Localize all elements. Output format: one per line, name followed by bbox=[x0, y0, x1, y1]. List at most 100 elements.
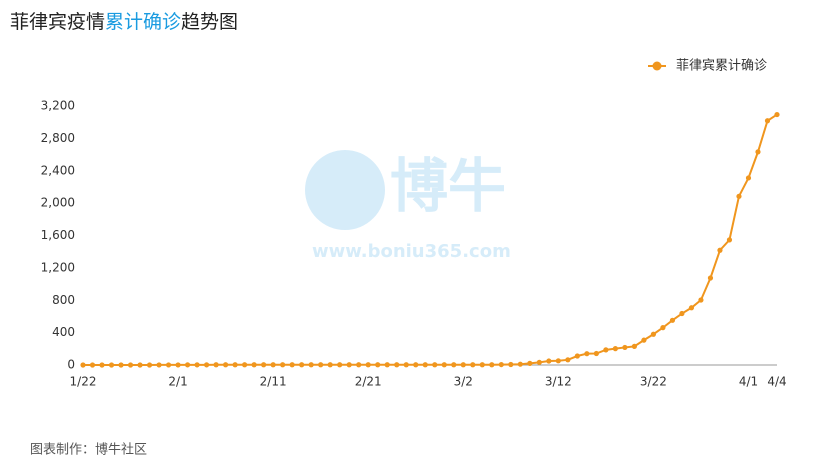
data-point bbox=[375, 362, 381, 368]
data-point bbox=[736, 193, 742, 199]
data-point bbox=[327, 362, 333, 368]
data-point bbox=[688, 305, 695, 311]
data-point bbox=[137, 362, 143, 368]
x-tick-label: 2/1 bbox=[168, 375, 187, 389]
data-point bbox=[156, 362, 162, 368]
data-point bbox=[517, 361, 523, 367]
data-point bbox=[223, 362, 229, 368]
data-point bbox=[555, 358, 561, 364]
data-point bbox=[660, 325, 666, 331]
data-point bbox=[669, 317, 676, 323]
data-point bbox=[346, 362, 352, 368]
data-point bbox=[745, 175, 752, 181]
x-tick-label: 3/2 bbox=[454, 375, 473, 389]
data-point bbox=[299, 362, 305, 368]
data-point bbox=[89, 362, 96, 368]
data-point bbox=[764, 118, 771, 124]
data-point bbox=[413, 362, 419, 368]
data-point bbox=[308, 362, 314, 368]
data-point bbox=[403, 362, 409, 368]
data-point bbox=[280, 362, 286, 368]
x-tick-label: 4/1 bbox=[739, 375, 758, 389]
data-point bbox=[441, 362, 447, 368]
data-point bbox=[318, 362, 324, 368]
legend-marker bbox=[652, 61, 662, 71]
data-point bbox=[146, 362, 153, 368]
x-tick-label: 4/4 bbox=[767, 375, 786, 389]
data-point bbox=[242, 362, 248, 368]
y-tick-label: 800 bbox=[52, 293, 75, 307]
data-point bbox=[527, 360, 533, 366]
data-point bbox=[650, 331, 657, 337]
data-point bbox=[108, 362, 115, 368]
data-point bbox=[337, 362, 343, 368]
data-point bbox=[707, 275, 714, 281]
x-tick-label: 2/11 bbox=[260, 375, 287, 389]
y-tick-label: 2,000 bbox=[41, 196, 75, 210]
title-part: 菲律宾疫情 bbox=[10, 11, 105, 33]
data-point bbox=[118, 362, 124, 368]
data-point bbox=[251, 362, 257, 368]
data-point bbox=[584, 351, 590, 357]
source-note: 图表制作：博牛社区 bbox=[30, 442, 147, 458]
data-point bbox=[498, 361, 504, 368]
data-point bbox=[470, 362, 476, 368]
data-point bbox=[508, 361, 514, 368]
data-point bbox=[175, 362, 181, 368]
watermark-url: www.boniu365.com bbox=[312, 241, 511, 262]
data-point bbox=[536, 359, 542, 365]
data-point bbox=[774, 111, 780, 118]
x-tick-label: 3/12 bbox=[545, 375, 572, 389]
x-tick-label: 3/22 bbox=[640, 375, 667, 389]
data-point bbox=[546, 358, 552, 364]
data-point bbox=[184, 362, 191, 368]
data-point bbox=[755, 149, 761, 155]
data-point bbox=[365, 362, 371, 368]
data-point bbox=[603, 347, 609, 353]
x-tick-label: 2/21 bbox=[355, 375, 382, 389]
data-point bbox=[422, 362, 428, 368]
data-point bbox=[270, 362, 276, 368]
data-point bbox=[80, 362, 86, 368]
watermark: 博牛 bbox=[390, 152, 506, 220]
y-tick-label: 2,800 bbox=[41, 131, 75, 145]
data-point bbox=[631, 343, 637, 349]
data-point bbox=[622, 344, 628, 351]
data-point bbox=[384, 362, 390, 368]
data-point bbox=[203, 362, 210, 368]
data-point bbox=[479, 362, 485, 368]
title-part: 累计确诊 bbox=[105, 11, 181, 33]
data-point bbox=[99, 362, 105, 368]
data-point bbox=[356, 362, 362, 368]
data-point bbox=[165, 362, 172, 368]
y-tick-label: 2,400 bbox=[41, 163, 75, 177]
data-point bbox=[574, 353, 580, 359]
data-point bbox=[460, 362, 466, 368]
data-point bbox=[194, 362, 200, 368]
data-point bbox=[451, 362, 457, 368]
data-point bbox=[698, 297, 704, 303]
data-point bbox=[717, 247, 723, 253]
data-point bbox=[127, 362, 134, 368]
y-tick-label: 0 bbox=[67, 358, 75, 372]
data-point bbox=[394, 362, 400, 368]
y-tick-label: 400 bbox=[52, 325, 75, 339]
data-point bbox=[213, 362, 219, 368]
y-tick-label: 3,200 bbox=[41, 99, 75, 113]
data-point bbox=[641, 337, 647, 343]
data-point bbox=[289, 362, 295, 368]
data-point bbox=[679, 310, 685, 317]
data-point bbox=[261, 362, 267, 368]
data-point bbox=[432, 362, 438, 368]
y-tick-label: 1,200 bbox=[41, 260, 75, 274]
data-point bbox=[593, 350, 599, 357]
data-point bbox=[726, 237, 733, 243]
data-point bbox=[565, 357, 571, 363]
data-point bbox=[612, 346, 618, 352]
data-point bbox=[489, 362, 495, 368]
watermark-logo bbox=[305, 150, 385, 230]
y-tick-label: 1,600 bbox=[41, 228, 75, 242]
chart-title: 菲律宾疫情累计确诊趋势图 bbox=[10, 11, 238, 33]
x-tick-label: 1/22 bbox=[70, 375, 97, 389]
